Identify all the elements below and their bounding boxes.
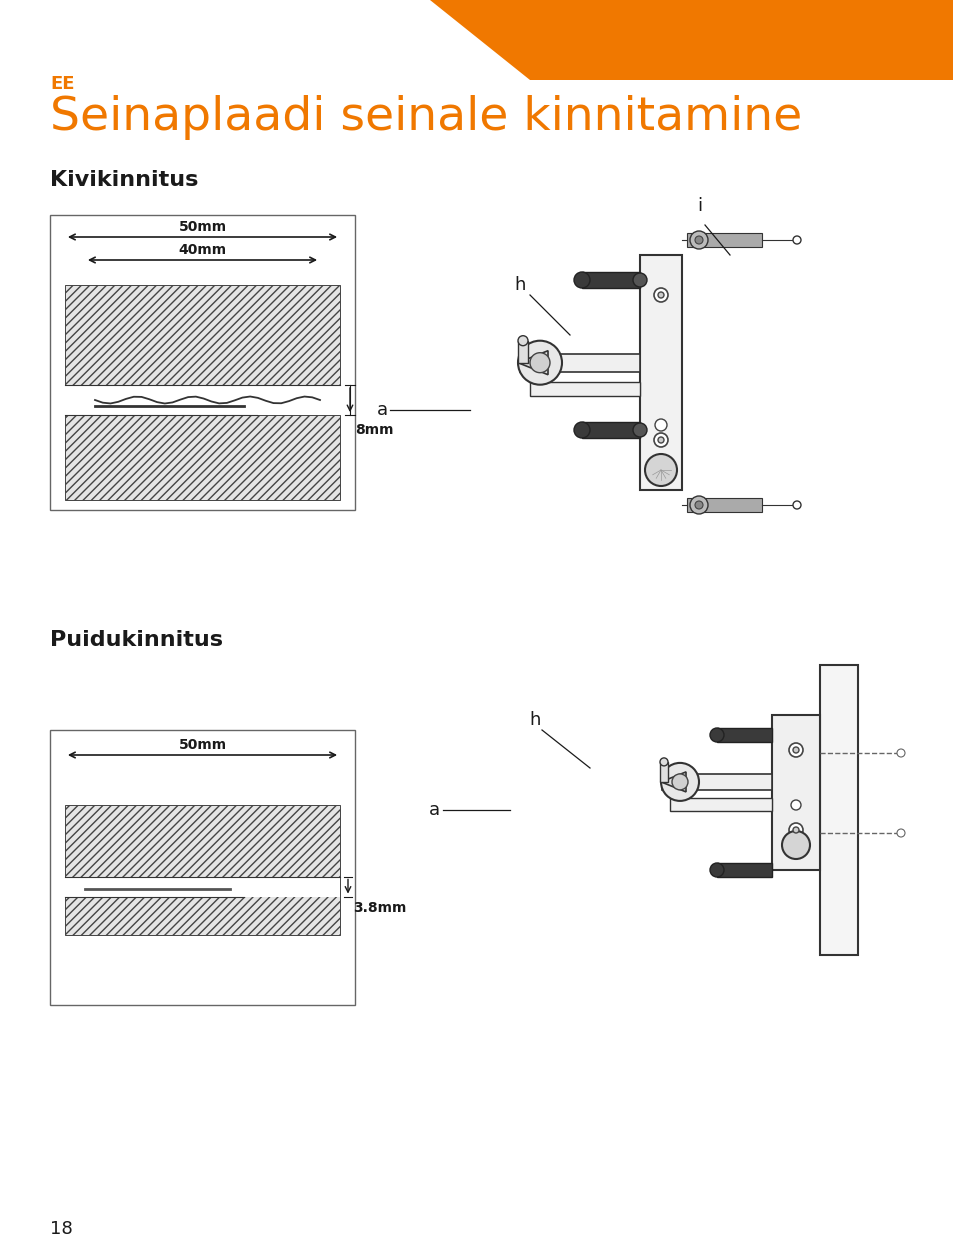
Bar: [659, 762, 667, 782]
Bar: [639, 255, 681, 490]
Bar: [530, 382, 639, 396]
Bar: [65, 415, 339, 500]
Bar: [686, 498, 761, 512]
Text: 50mm: 50mm: [178, 738, 226, 752]
Circle shape: [695, 236, 702, 244]
Text: Kivikinnitus: Kivikinnitus: [50, 170, 198, 190]
Polygon shape: [660, 772, 685, 792]
Circle shape: [660, 763, 699, 801]
Bar: [581, 272, 639, 288]
Circle shape: [792, 236, 801, 244]
Circle shape: [517, 336, 527, 346]
Circle shape: [896, 830, 904, 837]
Text: 50mm: 50mm: [178, 220, 226, 234]
Text: a: a: [376, 401, 388, 419]
Circle shape: [792, 747, 799, 753]
Text: Seinaplaadi seinale kinnitamine: Seinaplaadi seinale kinnitamine: [50, 96, 801, 140]
Text: 18: 18: [50, 1221, 72, 1238]
Circle shape: [709, 864, 723, 877]
Text: 8mm: 8mm: [355, 424, 393, 437]
Circle shape: [517, 341, 561, 385]
Circle shape: [574, 272, 589, 288]
Bar: [65, 285, 339, 385]
Bar: [50, 215, 355, 510]
Circle shape: [644, 454, 677, 486]
Circle shape: [695, 502, 702, 509]
Circle shape: [654, 432, 667, 447]
Circle shape: [788, 743, 802, 757]
Bar: [669, 798, 771, 811]
Polygon shape: [517, 351, 547, 375]
Bar: [717, 864, 771, 877]
Circle shape: [896, 749, 904, 757]
Bar: [686, 233, 761, 246]
Circle shape: [792, 502, 801, 509]
Circle shape: [654, 288, 667, 302]
Text: EE: EE: [50, 75, 74, 93]
Circle shape: [709, 728, 723, 742]
Circle shape: [633, 424, 646, 437]
Bar: [65, 804, 339, 935]
Bar: [581, 422, 639, 437]
Bar: [519, 353, 639, 372]
Bar: [65, 876, 339, 896]
Circle shape: [659, 758, 667, 766]
Bar: [65, 385, 339, 415]
Circle shape: [633, 273, 646, 287]
Circle shape: [655, 419, 666, 431]
Text: h: h: [529, 711, 540, 729]
Bar: [771, 715, 820, 870]
Circle shape: [574, 422, 589, 437]
Polygon shape: [430, 0, 953, 80]
Circle shape: [689, 231, 707, 249]
Circle shape: [530, 353, 550, 372]
Bar: [517, 341, 527, 363]
Circle shape: [671, 774, 687, 789]
Text: i: i: [697, 197, 701, 215]
Circle shape: [792, 827, 799, 833]
Bar: [50, 730, 355, 1006]
Bar: [820, 665, 857, 955]
Circle shape: [689, 497, 707, 514]
Circle shape: [790, 799, 801, 810]
Text: 3.8mm: 3.8mm: [353, 901, 406, 915]
Circle shape: [658, 292, 663, 298]
Text: 40mm: 40mm: [178, 243, 226, 256]
Text: h: h: [514, 277, 525, 294]
Circle shape: [781, 831, 809, 859]
Text: Puidukinnitus: Puidukinnitus: [50, 630, 223, 650]
Text: a: a: [429, 801, 439, 820]
Circle shape: [788, 823, 802, 837]
Circle shape: [658, 437, 663, 442]
Bar: [717, 728, 771, 742]
Bar: [661, 774, 771, 789]
